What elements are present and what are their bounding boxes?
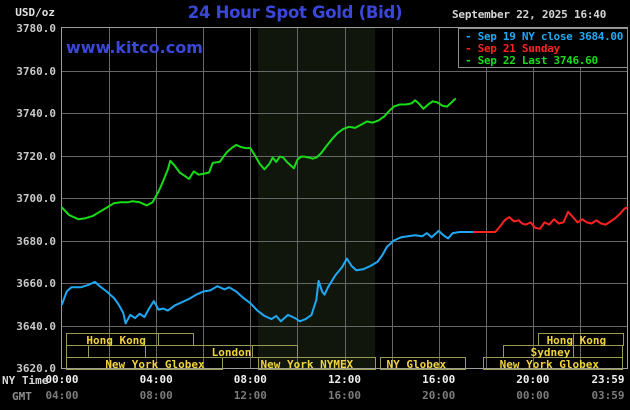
x-axis-tick-label-ny: 20:00 [516,373,550,386]
y-axis-tick-label: 3640.0 [16,319,56,333]
y-axis-units-label: USD/oz [15,6,55,19]
series-line-sep-21-sunday [473,206,628,233]
y-axis-tick-label: 3660.0 [16,277,56,290]
x-axis-tick-label-ny: 23:59 [591,373,625,386]
x-axis-tick-label-ny: 08:00 [233,373,267,386]
y-axis-tick-label: 3760.0 [16,64,56,78]
session-label: New York Globex [105,358,205,371]
session-box [66,357,223,370]
x-axis-tick-label-gmt: 04:00 [45,389,79,402]
session-label: NY Globex [386,358,447,371]
y-axis-tick-label: 3740.0 [16,107,56,120]
legend-item: - Sep 19 NY close 3684.00 [465,30,624,43]
x-axis-tick-label-gmt: 12:00 [233,389,267,402]
y-axis-tick-label: 3720.0 [16,149,56,163]
x-axis-tick-label-gmt: 03:59 [591,389,625,402]
gmt-axis-label: GMT [12,390,32,403]
session-label: Hong Kong [86,334,146,347]
x-axis-tick-label-ny: 00:00 [45,373,79,386]
ny-time-axis-label: NY Time [2,374,49,387]
session-label: New York NYMEX [260,358,354,371]
plot-border [61,27,628,369]
session-box [258,357,376,370]
y-axis-tick-label: 3620.0 [16,362,56,375]
kitco-watermark: www.kitco.com [66,38,203,57]
y-axis-tick-label: 3700.0 [16,192,56,205]
session-label: New York Globex [499,358,599,371]
session-box [88,345,146,358]
y-axis-tick-label: 3780.0 [16,22,56,35]
x-axis-tick-label-gmt: 20:00 [422,389,456,402]
x-axis-tick-label-gmt: 08:00 [139,389,173,402]
session-box [483,357,623,370]
x-axis-tick-label-gmt: 16:00 [327,389,362,402]
x-axis-tick-label-gmt: 00:00 [516,389,550,402]
x-axis-tick-label-ny: 12:00 [327,373,362,386]
x-axis-tick-label-ny: 16:00 [422,373,456,386]
session-box [380,357,466,370]
y-axis-tick-label: 3680.0 [16,234,56,248]
series-line-sep-19-ny-close [61,229,475,325]
session-label: London [211,346,252,359]
legend: - Sep 19 NY close 3684.00- Sep 21 Sunday… [458,28,628,68]
series-line-sep-22-last [61,98,457,221]
legend-item: - Sep 22 Last 3746.60 [465,54,598,67]
session-label: Hong Kong [546,334,607,347]
session-box [66,345,89,358]
x-axis-tick-label-ny: 04:00 [139,373,173,386]
legend-item: - Sep 21 Sunday [465,42,560,55]
chart-title: 24 Hour Spot Gold (Bid) [187,3,403,22]
chart-datetime: September 22, 2025 16:40 [452,8,607,21]
session-label: Sydney [530,346,571,359]
